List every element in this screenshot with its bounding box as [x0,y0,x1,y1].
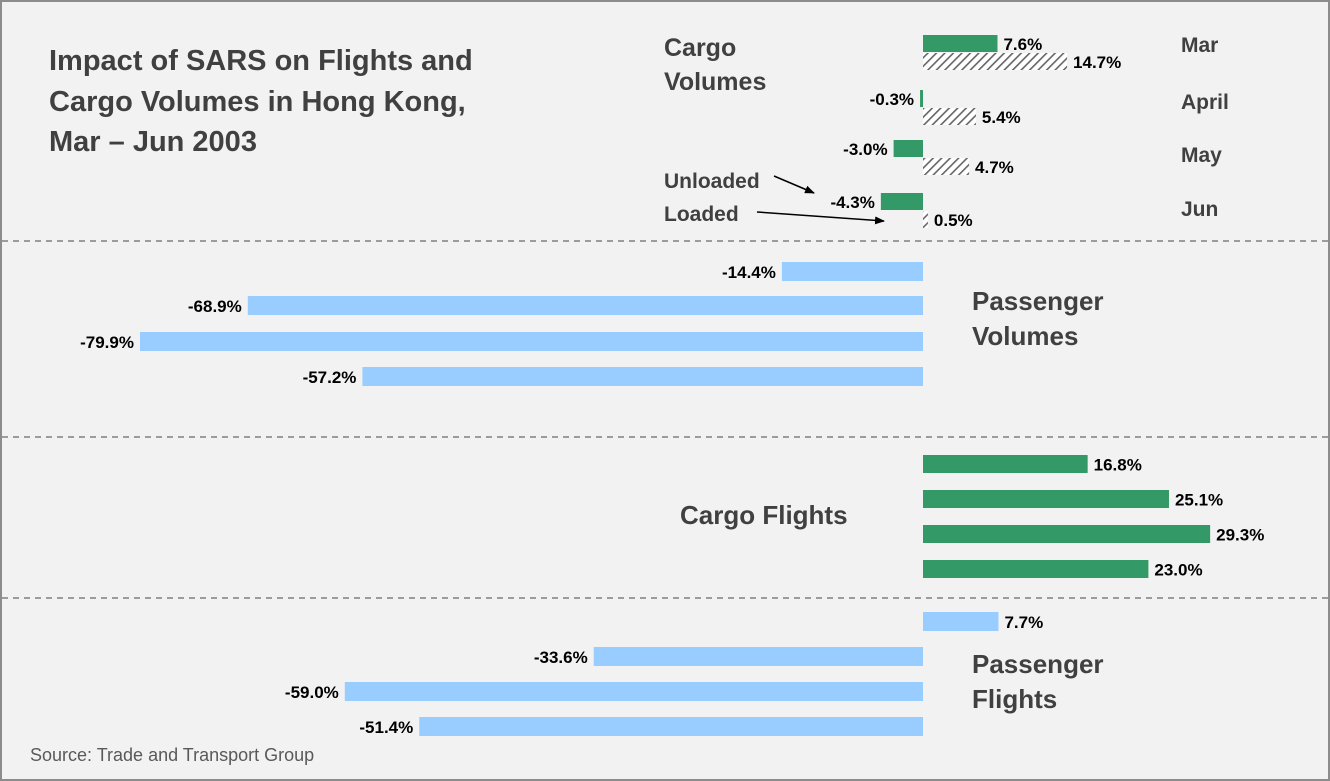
passenger-flights-jun-label: -51.4% [359,718,413,737]
month-label-may: May [1181,144,1222,167]
passenger-volume-mar-bar [781,262,923,281]
cargo-flights-april-bar [923,490,1169,508]
cargo-flights-may-bar [923,525,1211,543]
passenger-flights-april-bar [593,647,923,666]
passenger-flights-mar-label: 7.7% [1004,613,1043,632]
annotation-unloaded: Unloaded [664,170,760,193]
panel-title-passenger-volumes: Passenger Volumes [972,286,1104,351]
cargo-flights-april-label: 25.1% [1175,491,1223,510]
cargo-flights-mar-label: 16.8% [1094,456,1142,475]
cargo-flights-mar-bar [923,455,1088,473]
month-label-mar: Mar [1181,34,1218,57]
cargo-flights-jun-bar [923,560,1149,578]
passenger-volume-may-bar [139,332,924,351]
passenger-flights-april-label: -33.6% [534,648,588,667]
cargo-volume-unloaded-april-label: -0.3% [870,90,914,109]
cargo-volume-unloaded-jun-label: -4.3% [830,193,874,212]
cargo-volume-unloaded-april-bar [920,90,923,107]
passenger-volume-mar-label: -14.4% [722,263,776,282]
passenger-volume-april-bar [247,296,923,315]
annotation-loaded: Loaded [664,203,739,226]
passenger-volume-april-label: -68.9% [188,297,242,316]
cargo-volume-loaded-jun-bar [923,211,928,228]
passenger-volume-jun-label: -57.2% [303,368,357,387]
cargo-volume-loaded-mar-bar [923,53,1068,70]
passenger-flights-jun-bar [419,717,923,736]
cargo-flights-jun-label: 23.0% [1154,561,1202,580]
cargo-volume-unloaded-mar-bar [923,35,998,52]
passenger-flights-may-label: -59.0% [285,683,339,702]
cargo-volume-unloaded-jun-bar [880,193,923,210]
passenger-flights-mar-bar [923,612,999,631]
passenger-flights-may-bar [344,682,923,701]
chart-title: Impact of SARS on Flights and Cargo Volu… [49,45,481,158]
panel-title-cargo-volumes: Cargo Volumes [664,34,766,96]
month-label-jun: Jun [1181,198,1218,221]
source-note: Source: Trade and Transport Group [30,745,314,765]
cargo-volume-loaded-may-label: 4.7% [975,158,1014,177]
cargo-volume-unloaded-may-label: -3.0% [843,140,887,159]
month-label-april: April [1181,91,1229,114]
passenger-volume-jun-bar [362,367,923,386]
panel-title-cargo-flights: Cargo Flights [680,500,848,530]
cargo-volume-loaded-april-bar [923,108,976,125]
passenger-volume-may-label: -79.9% [80,333,134,352]
cargo-volume-loaded-mar-label: 14.7% [1073,53,1121,72]
arrow-loaded [756,211,885,225]
arrow-unloaded [773,175,815,194]
cargo-volume-loaded-jun-label: 0.5% [934,211,973,230]
cargo-volume-loaded-april-label: 5.4% [982,108,1021,127]
cargo-volume-unloaded-may-bar [893,140,923,157]
cargo-flights-may-label: 29.3% [1216,526,1264,545]
panel-title-passenger-flights: Passenger Flights [972,649,1104,714]
cargo-volume-unloaded-mar-label: 7.6% [1003,35,1042,54]
cargo-volume-loaded-may-bar [923,158,970,175]
